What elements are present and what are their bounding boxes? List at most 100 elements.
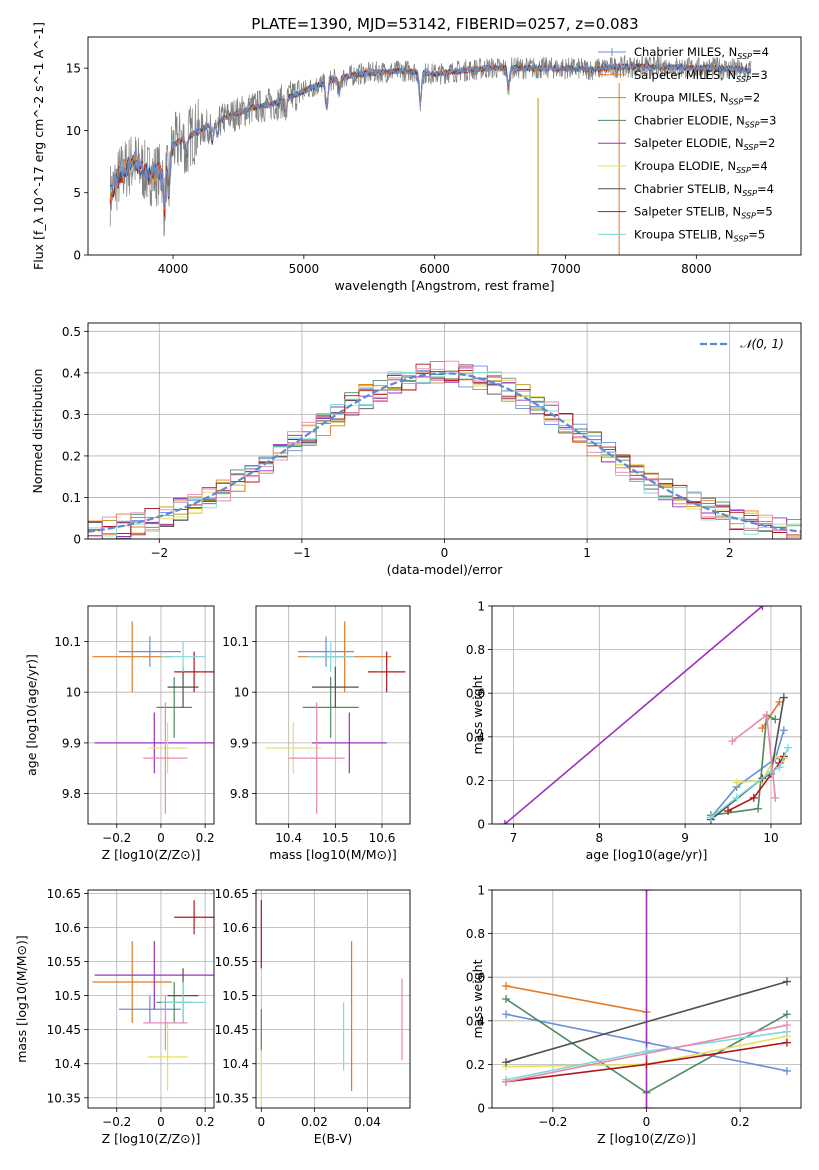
x-axis-label: mass [log10(M/M⊙)] bbox=[269, 847, 397, 862]
legend-label: 𝒩(0, 1) bbox=[740, 337, 784, 351]
x-tick-label: −0.2 bbox=[538, 1115, 567, 1129]
y-axis-label: mass [log10(M/M⊙)] bbox=[14, 935, 29, 1063]
weight-marker bbox=[771, 715, 780, 724]
x-tick-label: −0.2 bbox=[102, 831, 131, 845]
panel-mass-age: 10.4 10.5 10.6 9.8 9.9 10 10.1 mass [log10(M/M⊙… bbox=[222, 605, 411, 862]
weight-marker bbox=[500, 820, 509, 824]
y-tick-label: 0.1 bbox=[62, 491, 81, 505]
x-tick-label: 0 bbox=[643, 1115, 651, 1129]
weight-marker bbox=[502, 1077, 511, 1086]
legend-label-eq: =4 bbox=[752, 45, 769, 59]
y-tick-label: 0.6 bbox=[466, 687, 485, 701]
y-tick-label: 0.8 bbox=[466, 643, 485, 657]
histogram-step bbox=[88, 363, 801, 536]
weight-marker bbox=[782, 1066, 791, 1075]
legend-label: Chabrier MILES, NSSP=4 bbox=[634, 45, 769, 61]
axes-frame bbox=[87, 322, 802, 540]
legend-label: Chabrier ELODIE, NSSP=3 bbox=[634, 113, 776, 129]
y-axis-label: Flux [f_λ 10^-17 erg cm^-2 s^-1 A^-1] bbox=[31, 22, 46, 270]
y-tick-label: 9.8 bbox=[62, 787, 81, 801]
y-tick-label: 10 bbox=[66, 686, 81, 700]
axes-frame bbox=[87, 36, 802, 256]
legend-label-eq: =5 bbox=[748, 227, 765, 241]
y-tick-label: 0.6 bbox=[466, 971, 485, 985]
weight-marker bbox=[782, 1010, 791, 1019]
weight-line bbox=[727, 755, 785, 812]
x-tick-label: −1 bbox=[293, 546, 311, 560]
legend-label-text: Chabrier STELIB, N bbox=[634, 182, 742, 196]
grid bbox=[492, 605, 801, 825]
weight-marker bbox=[779, 693, 788, 702]
weight-line bbox=[504, 606, 763, 824]
x-tick-label: 8 bbox=[595, 831, 603, 845]
weight-marker bbox=[779, 726, 788, 735]
histogram-step bbox=[88, 360, 801, 539]
y-tick-label: 0 bbox=[73, 533, 81, 547]
legend-label: Salpeter ELODIE, NSSP=2 bbox=[634, 136, 775, 152]
weight-marker bbox=[502, 981, 511, 990]
x-tick-label: 0 bbox=[157, 831, 165, 845]
x-axis-label: Z [log10(Z/Z⊙)] bbox=[102, 847, 201, 862]
x-axis-label: (data-model)/error bbox=[387, 562, 504, 577]
y-tick-label: 10.65 bbox=[47, 887, 81, 901]
weight-line bbox=[710, 713, 776, 817]
y-tick-label: 0.3 bbox=[62, 408, 81, 422]
plot-area bbox=[109, 55, 752, 255]
panel-Z-mass: −0.2 0 0.2 10.35 10.4 10.45 10.5 10.55 10.6 10.65… bbox=[14, 887, 215, 1146]
legend-label: Kroupa ELODIE, NSSP=4 bbox=[634, 159, 768, 175]
x-tick-label: 0.2 bbox=[731, 1115, 750, 1129]
y-tick-label: 0.4 bbox=[466, 730, 485, 744]
histogram-step bbox=[88, 367, 801, 539]
x-tick-label: 0.2 bbox=[196, 1115, 215, 1129]
x-axis-label: wavelength [Angstrom, rest frame] bbox=[334, 278, 554, 293]
y-tick-label: 10.45 bbox=[47, 1023, 81, 1037]
y-tick-label: 0.4 bbox=[62, 366, 81, 380]
weight-marker bbox=[749, 793, 758, 802]
plot-area bbox=[265, 621, 406, 814]
y-tick-label: 9.8 bbox=[230, 787, 249, 801]
axes-frame bbox=[491, 889, 802, 1109]
weight-line bbox=[736, 755, 785, 784]
weight-marker bbox=[758, 606, 767, 610]
panel-spectrum: 4000 5000 6000 7000 8000 0 5 10 15 wavelength [An… bbox=[31, 22, 802, 293]
x-tick-label: 4000 bbox=[158, 262, 189, 276]
x-tick-label: 0.02 bbox=[301, 1115, 328, 1129]
y-tick-label: 10.35 bbox=[215, 1091, 249, 1105]
y-tick-label: 10 bbox=[66, 124, 81, 138]
x-tick-label: 10.6 bbox=[369, 831, 396, 845]
legend-label-text: Chabrier MILES, N bbox=[634, 45, 737, 59]
axes-frame bbox=[255, 889, 411, 1109]
weight-line bbox=[505, 1024, 788, 1083]
x-axis-label: age [log10(age/yr)] bbox=[586, 847, 708, 862]
x-tick-label: 10.5 bbox=[322, 831, 349, 845]
weight-marker bbox=[775, 697, 784, 706]
x-tick-label: 0.04 bbox=[354, 1115, 381, 1129]
legend-label-sub: SSP bbox=[736, 166, 751, 175]
legend-label-eq: =5 bbox=[756, 205, 773, 219]
y-axis-label: mass weight bbox=[470, 675, 485, 754]
y-tick-label: 10.6 bbox=[54, 921, 81, 935]
x-axis-label: E(B-V) bbox=[314, 1131, 353, 1146]
y-axis-label: age [log10(age/yr)] bbox=[24, 654, 39, 776]
weight-marker bbox=[502, 995, 511, 1003]
y-tick-label: 9.9 bbox=[62, 736, 81, 750]
weight-marker bbox=[762, 711, 771, 719]
y-tick-label: 10.55 bbox=[215, 955, 249, 969]
legend-label: Salpeter MILES, NSSP=3 bbox=[634, 68, 768, 84]
y-axis-label: Normed distribution bbox=[30, 369, 45, 494]
legend-label-text: Chabrier ELODIE, N bbox=[634, 113, 745, 127]
y-tick-label: 10.5 bbox=[54, 989, 81, 1003]
legend-label-eq: =2 bbox=[758, 136, 775, 150]
plot-area bbox=[260, 900, 403, 1105]
weight-marker bbox=[642, 1060, 651, 1069]
y-tick-label: 0.2 bbox=[62, 449, 81, 463]
axes-frame bbox=[491, 605, 802, 825]
y-tick-label: 10.55 bbox=[47, 955, 81, 969]
y-tick-label: 10.1 bbox=[222, 635, 249, 649]
x-tick-label: 0 bbox=[441, 546, 449, 560]
x-tick-label: 10 bbox=[763, 831, 778, 845]
y-tick-label: 10.45 bbox=[215, 1023, 249, 1037]
legend-label-text: Kroupa ELODIE, N bbox=[634, 159, 736, 173]
plot-area bbox=[502, 890, 791, 1108]
